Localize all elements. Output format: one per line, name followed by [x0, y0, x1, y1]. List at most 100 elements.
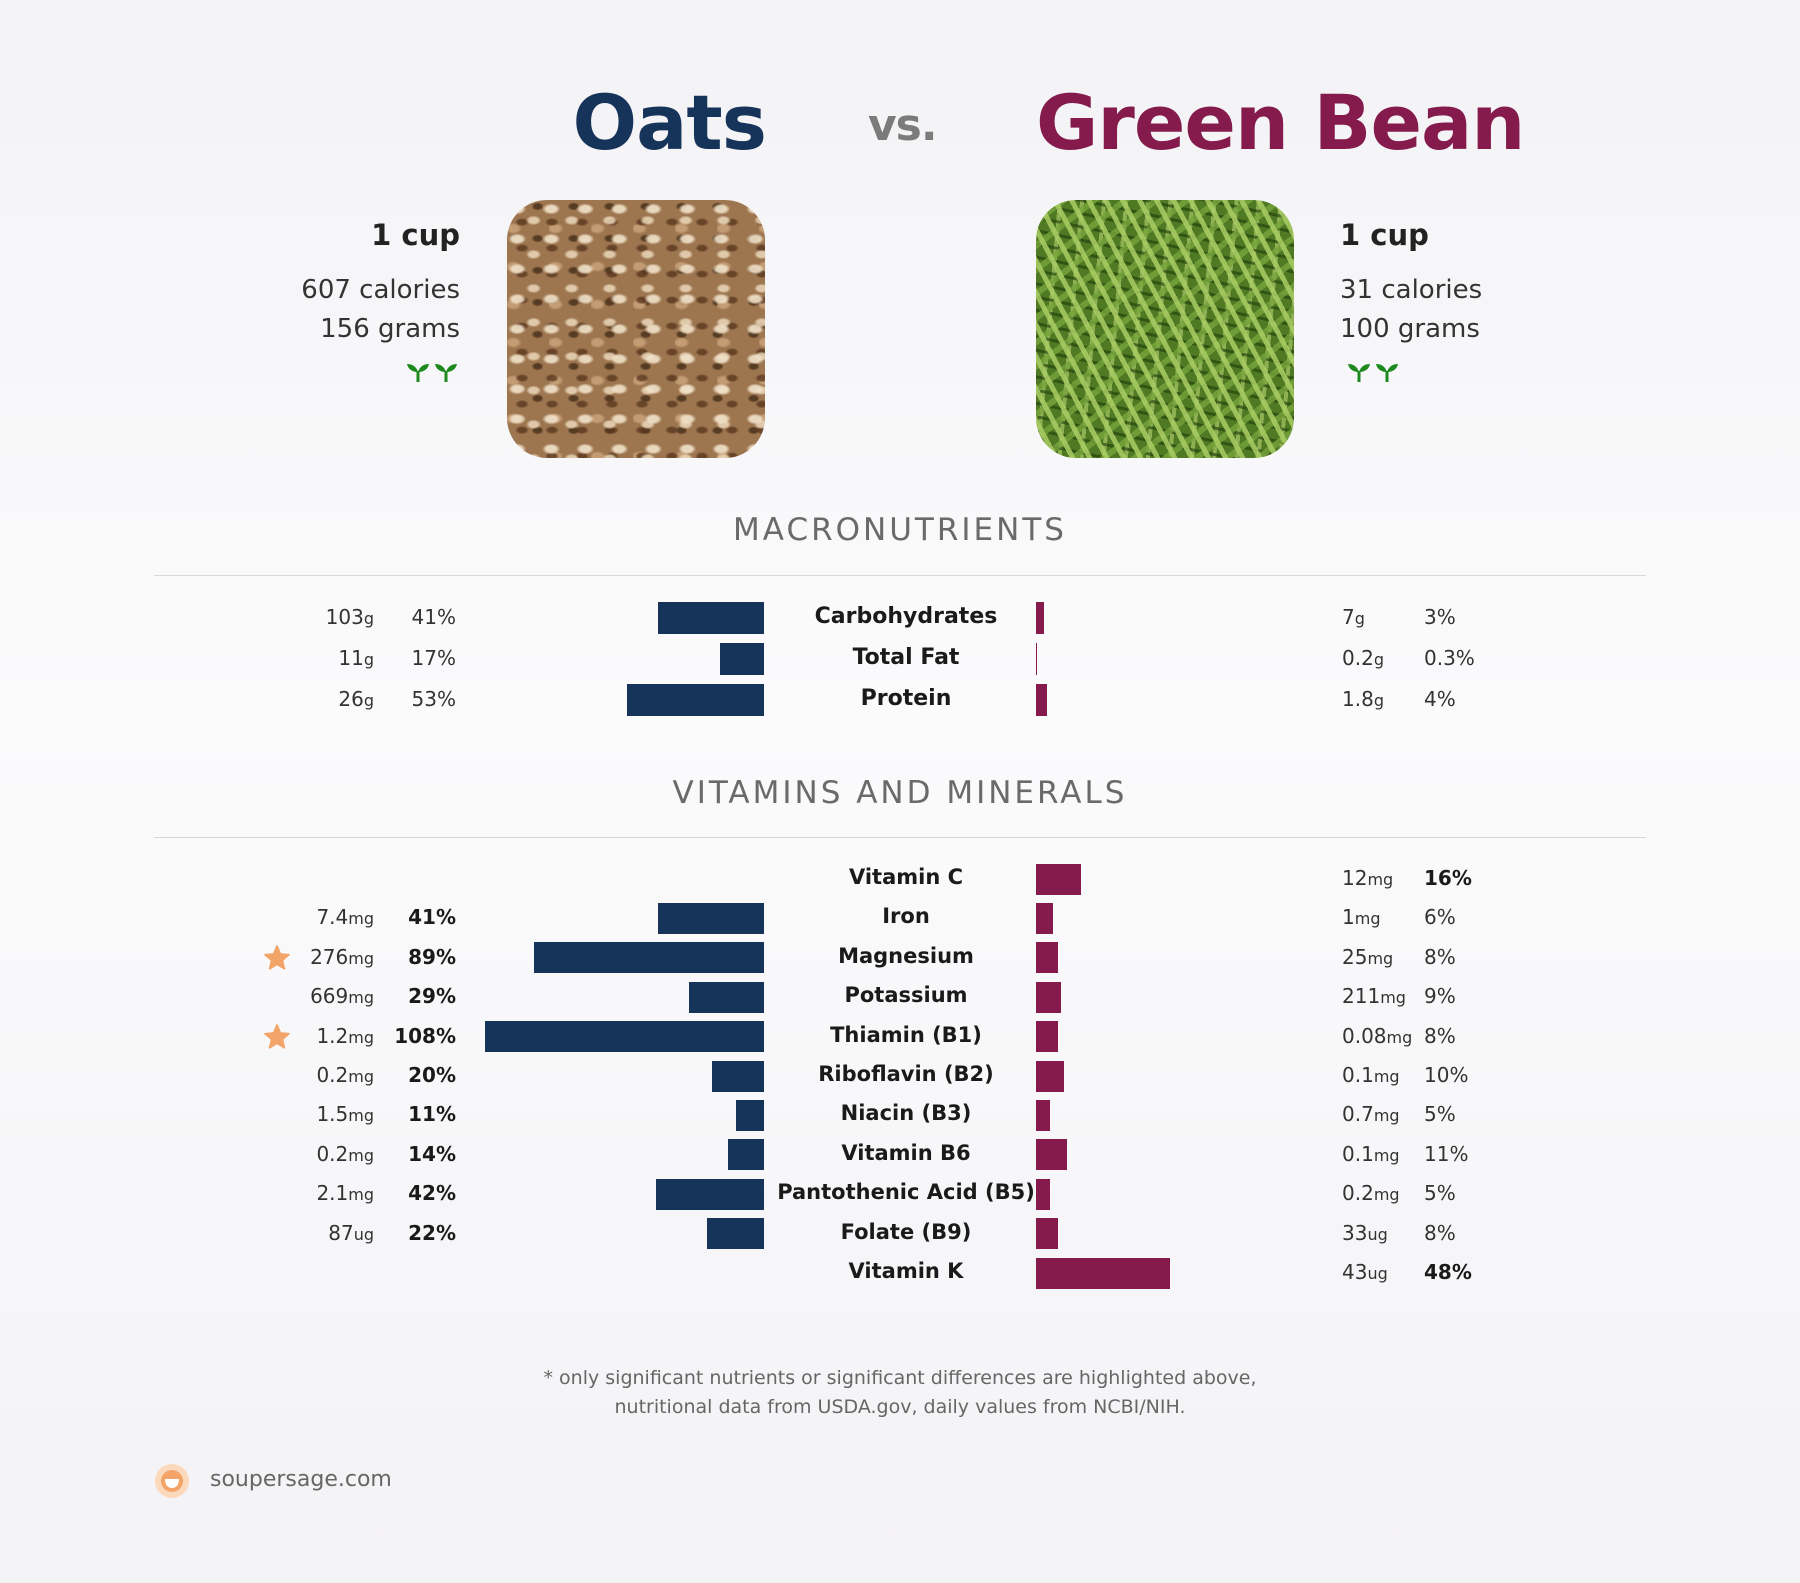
right-amount-value: 0.2 — [1342, 1181, 1374, 1206]
nutrient-label: Folate (B9) — [840, 1219, 972, 1244]
right-percent: 6% — [1424, 905, 1456, 930]
right-amount-unit: mg — [1354, 909, 1381, 929]
nutrient-label: Pantothenic Acid (B5) — [777, 1180, 1035, 1205]
left-amount: 669mg — [214, 984, 374, 1008]
right-bar — [1036, 1218, 1059, 1250]
left-amount: 0.2mg — [214, 1063, 374, 1087]
left-bar — [720, 643, 764, 675]
right-amount: 33ug — [1342, 1221, 1422, 1245]
right-amount-unit: g — [1354, 609, 1365, 628]
right-amount-unit: mg — [1373, 1145, 1400, 1165]
left-amount-value: 0.2 — [316, 1141, 349, 1166]
right-bar — [1036, 1060, 1064, 1092]
right-amount: 12mg — [1342, 866, 1422, 890]
left-amount-value: 11 — [338, 646, 364, 670]
left-amount: 276mg — [214, 945, 374, 969]
left-amount-unit: ug — [353, 1224, 374, 1244]
left-sprouts-icon — [406, 361, 458, 383]
left-amount: 1.2mg — [214, 1024, 374, 1048]
right-amount: 0.7mg — [1342, 1102, 1422, 1126]
right-bar — [1036, 1099, 1050, 1131]
nutrient-label: Vitamin C — [848, 865, 964, 889]
right-amount: 1mg — [1342, 905, 1422, 929]
left-amount-value: 276 — [310, 944, 349, 969]
right-amount-value: 7 — [1342, 605, 1355, 629]
left-amount: 11g — [214, 646, 374, 670]
right-amount: 7g — [1342, 605, 1422, 629]
left-amount-value: 0.2 — [316, 1063, 349, 1087]
right-amount: 0.2mg — [1342, 1181, 1422, 1205]
left-bar — [658, 902, 764, 934]
footnote-line-1: * only significant nutrients or signific… — [543, 1367, 1257, 1389]
nutrient-label: Iron — [882, 904, 930, 929]
right-amount-unit: mg — [1373, 1185, 1400, 1205]
vs-label: vs. — [868, 100, 938, 151]
right-amount-unit: mg — [1386, 1027, 1413, 1047]
left-amount: 103g — [214, 605, 374, 629]
right-serving: 1 cup — [1340, 218, 1429, 252]
nutrient-label: Riboflavin (B2) — [818, 1062, 994, 1086]
right-bar — [1036, 981, 1062, 1013]
right-amount-value: 33 — [1342, 1220, 1368, 1245]
right-amount-value: 1 — [1342, 905, 1355, 930]
left-percent: 108% — [394, 1023, 456, 1048]
right-percent: 3% — [1424, 605, 1456, 629]
left-amount-value: 1.2 — [316, 1023, 349, 1048]
right-food-title: Green Bean — [1036, 78, 1525, 167]
left-food-title: Oats — [572, 78, 767, 167]
left-percent: 17% — [411, 646, 456, 670]
nutrient-label: Magnesium — [838, 943, 974, 968]
right-amount-value: 211 — [1342, 984, 1381, 1009]
left-bar — [707, 1218, 764, 1250]
left-amount-value: 2.1 — [316, 1181, 349, 1206]
right-percent: 0.3% — [1424, 646, 1475, 670]
brand-link[interactable]: soupersage.com — [210, 1467, 392, 1492]
right-amount-unit: ug — [1367, 1264, 1388, 1283]
left-serving: 1 cup — [371, 218, 460, 252]
left-bar — [689, 981, 764, 1013]
right-percent: 16% — [1424, 866, 1472, 890]
left-amount-unit: mg — [348, 909, 374, 929]
right-calories: 31 calories — [1340, 275, 1483, 305]
left-amount-value: 669 — [310, 984, 349, 1009]
nutrient-label: Vitamin B6 — [841, 1140, 971, 1165]
left-amount-value: 7.4 — [316, 905, 349, 930]
left-bar — [655, 1178, 764, 1210]
right-percent: 10% — [1424, 1063, 1469, 1087]
left-percent: 42% — [408, 1181, 456, 1206]
nutrient-label: Potassium — [844, 983, 968, 1008]
nutrient-label: Vitamin K — [848, 1259, 964, 1283]
left-amount-value: 87 — [328, 1220, 354, 1245]
left-amount-value: 103 — [325, 605, 364, 629]
right-sprouts-icon — [1347, 361, 1399, 383]
right-bar — [1036, 643, 1037, 675]
left-amount: 0.2mg — [214, 1142, 374, 1166]
right-bar — [1036, 942, 1059, 974]
right-amount-unit: mg — [1373, 1067, 1400, 1086]
right-amount-value: 43 — [1342, 1260, 1368, 1284]
right-amount-unit: mg — [1367, 870, 1394, 889]
right-bar — [1036, 1257, 1171, 1289]
right-percent: 9% — [1424, 984, 1456, 1009]
green-bean-photo — [1036, 200, 1294, 458]
left-amount: 1.5mg — [214, 1102, 374, 1126]
right-percent: 8% — [1424, 1220, 1456, 1245]
left-bar — [727, 1139, 764, 1171]
right-amount: 43ug — [1342, 1260, 1422, 1284]
right-amount: 0.1mg — [1342, 1142, 1422, 1166]
right-amount-unit: mg — [1367, 948, 1394, 968]
right-amount: 0.2g — [1342, 646, 1422, 670]
left-amount-value: 1.5 — [316, 1102, 349, 1127]
left-amount-unit: mg — [348, 948, 374, 968]
star-icon — [263, 944, 291, 972]
soupersage-logo-icon — [154, 1463, 190, 1499]
left-grams: 156 grams — [320, 314, 460, 344]
left-amount-unit: mg — [348, 1185, 374, 1205]
right-amount-value: 0.2 — [1342, 646, 1374, 670]
left-amount-unit: mg — [348, 988, 374, 1008]
left-amount: 2.1mg — [214, 1181, 374, 1205]
right-amount-value: 0.1 — [1342, 1141, 1374, 1166]
right-percent: 5% — [1424, 1181, 1456, 1206]
right-percent: 48% — [1424, 1260, 1472, 1284]
left-amount-unit: mg — [348, 1027, 374, 1047]
